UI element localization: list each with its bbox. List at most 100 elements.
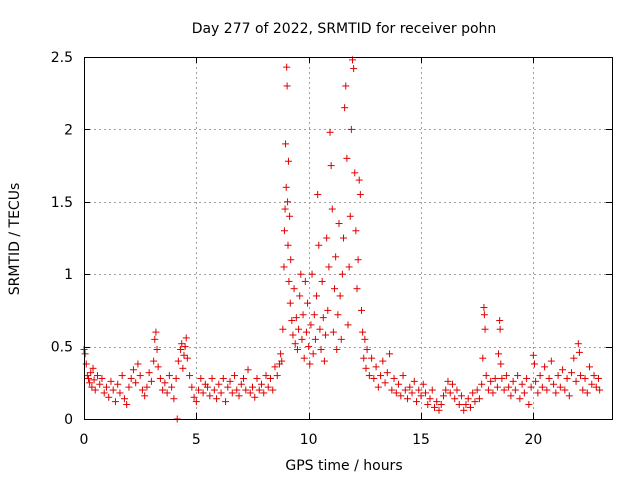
x-tick-labels: 0 5 10 15 20	[80, 432, 543, 448]
data-point	[559, 366, 567, 374]
data-point	[372, 363, 380, 371]
data-point	[570, 354, 578, 362]
data-point	[233, 386, 241, 394]
data-point	[334, 311, 342, 319]
data-point	[317, 345, 325, 353]
data-point	[255, 386, 263, 394]
data-point	[285, 277, 293, 285]
data-point	[281, 205, 289, 213]
data-point	[340, 234, 348, 242]
data-point	[111, 398, 119, 406]
data-point	[337, 335, 345, 343]
data-point	[514, 372, 522, 380]
data-point	[507, 392, 515, 400]
data-point	[408, 389, 416, 397]
data-point	[324, 306, 332, 314]
data-point	[379, 357, 387, 365]
data-point	[237, 380, 245, 388]
data-point	[300, 354, 308, 362]
data-point	[596, 386, 604, 394]
data-point	[278, 357, 286, 365]
data-point	[283, 63, 291, 71]
data-point	[286, 299, 294, 307]
data-point	[523, 374, 531, 382]
data-point	[168, 383, 176, 391]
data-point	[222, 398, 230, 406]
data-point	[343, 154, 351, 162]
data-point	[313, 292, 321, 300]
data-point	[516, 395, 524, 403]
data-point	[310, 311, 318, 319]
data-point	[105, 393, 113, 401]
data-point	[331, 285, 339, 293]
data-point	[287, 256, 295, 264]
data-point	[89, 364, 97, 372]
data-point	[341, 104, 349, 112]
data-point	[134, 360, 142, 368]
data-point	[284, 157, 292, 165]
x-axis-label: GPS time / hours	[285, 458, 402, 474]
data-point	[575, 348, 583, 356]
data-point	[352, 227, 360, 235]
data-point	[86, 379, 94, 387]
data-point	[129, 366, 137, 374]
data-point	[93, 372, 101, 380]
data-point	[351, 169, 359, 177]
data-point	[143, 383, 151, 391]
data-point	[424, 401, 432, 409]
data-point	[336, 292, 344, 300]
data-point	[448, 380, 456, 388]
data-point	[298, 335, 306, 343]
data-point	[282, 183, 290, 191]
data-point	[195, 386, 203, 394]
data-point	[87, 369, 95, 377]
data-point	[118, 372, 126, 380]
data-point	[552, 389, 560, 397]
data-point	[204, 383, 212, 391]
x-tick-label: 10	[300, 432, 318, 448]
data-point	[354, 256, 362, 264]
data-point	[397, 392, 405, 400]
data-point	[271, 363, 279, 371]
data-point	[297, 270, 305, 278]
data-point	[208, 374, 216, 382]
data-point	[525, 401, 533, 409]
data-point	[577, 372, 585, 380]
x-tick-label: 5	[192, 432, 201, 448]
data-point	[327, 162, 335, 170]
x-tick-label: 20	[524, 432, 542, 448]
data-point	[266, 374, 274, 382]
data-point	[308, 270, 316, 278]
data-point	[217, 389, 225, 397]
data-point	[91, 386, 99, 394]
data-point	[251, 393, 259, 401]
data-point	[289, 331, 297, 339]
data-point	[493, 383, 501, 391]
data-point	[462, 401, 470, 409]
data-point	[109, 386, 117, 394]
data-point	[116, 389, 124, 397]
data-point	[125, 383, 133, 391]
y-tick-label: 0.5	[51, 340, 73, 356]
data-point	[413, 398, 421, 406]
data-point	[529, 351, 537, 359]
data-point	[347, 125, 355, 133]
data-point	[199, 389, 207, 397]
data-point	[388, 386, 396, 394]
data-point	[478, 380, 486, 388]
data-point	[410, 377, 418, 385]
data-point	[304, 299, 312, 307]
data-point	[464, 395, 472, 403]
data-point	[455, 401, 463, 409]
data-point	[188, 383, 196, 391]
data-point	[471, 398, 479, 406]
data-point	[322, 331, 330, 339]
data-point	[383, 369, 391, 377]
data-point	[249, 383, 257, 391]
data-point	[563, 374, 571, 382]
data-point	[437, 401, 445, 409]
data-point	[453, 386, 461, 394]
data-point	[333, 345, 341, 353]
y-tick-label: 1.5	[51, 195, 73, 211]
